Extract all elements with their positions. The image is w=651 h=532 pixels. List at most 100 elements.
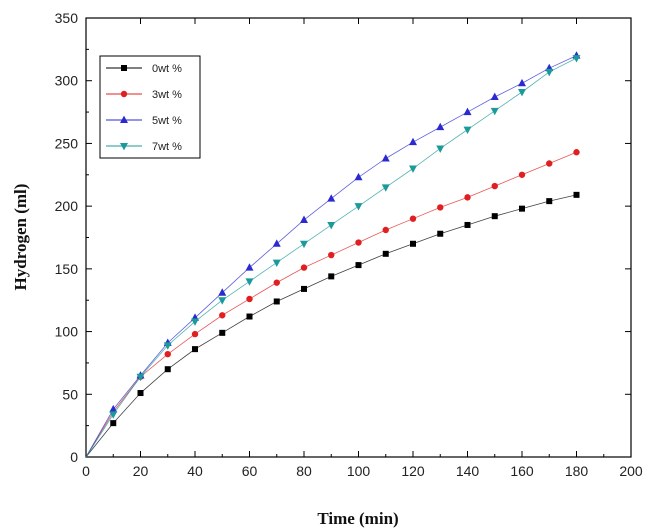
data-point [382,250,389,257]
data-point [573,149,580,156]
data-point [300,264,308,271]
data-point [192,346,198,353]
y-tick-label: 50 [62,386,78,402]
data-point [136,373,145,382]
data-point [355,262,362,269]
data-point [491,213,498,220]
y-tick-label: 250 [55,135,79,151]
data-point [219,312,226,319]
data-point [246,295,253,303]
data-point [245,278,254,286]
x-tick-label: 0 [82,463,90,479]
data-point [219,329,226,336]
y-tick-label: 100 [55,324,79,340]
data-point [191,330,199,338]
legend-marker [121,65,127,71]
data-point [110,420,117,427]
y-tick-label: 0 [70,449,78,465]
series-1 [85,191,580,458]
data-point [409,137,417,146]
legend-marker [120,90,128,98]
data-point [381,154,390,162]
y-tick-label: 300 [55,73,79,89]
data-point [464,194,471,201]
data-point [300,215,308,223]
legend-label: 3wt % [152,89,182,101]
data-point [273,298,280,305]
legend-marker [120,115,128,123]
data-point [109,411,118,419]
x-axis-ticks: 0 20 40 60 80 100 120 140 160 180 200 [82,18,643,479]
data-point [436,145,445,153]
data-point [191,318,199,326]
data-point [327,194,336,202]
data-point [272,239,281,247]
data-point [354,203,363,211]
x-tick-label: 120 [401,463,425,479]
y-tick-label: 150 [55,261,79,277]
data-point [518,89,526,97]
data-point [545,68,554,77]
legend-label: 0wt % [152,63,182,75]
data-point [109,404,118,413]
x-tick-label: 140 [456,463,480,479]
data-point [409,215,417,222]
data-point [382,226,389,234]
data-point [328,251,335,259]
data-point [272,259,281,267]
legend: 0wt % 3wt % 5wt % 7wt % [99,55,201,159]
data-point [300,240,308,249]
x-tick-label: 160 [510,463,534,479]
legend-box [99,55,201,159]
x-tick-label: 200 [619,463,643,479]
data-point [218,297,227,305]
data-point [490,107,499,116]
data-point [464,221,471,228]
data-point [410,240,416,247]
data-point [437,230,444,237]
data-point [381,184,390,192]
data-point [491,182,498,190]
data-point [354,172,363,181]
data-point [245,263,254,271]
y-tick-label: 200 [55,198,79,214]
data-point [572,55,581,63]
data-point [164,366,171,373]
data-point [463,126,472,135]
data-point [546,198,553,205]
data-point [301,285,307,292]
data-point [409,165,417,173]
data-point [355,239,362,246]
data-point [546,160,553,167]
data-point [490,92,499,101]
data-point [163,342,172,350]
x-tick-label: 20 [133,463,149,479]
series-layer [85,51,581,458]
data-point [463,107,472,116]
y-axis-ticks: 0 50 100 150 200 250 300 350 [55,10,631,465]
data-point [437,204,444,211]
data-point [327,221,336,230]
series-4 [85,55,581,458]
y-axis-label: Hydrogen (ml) [11,184,30,291]
x-tick-label: 60 [242,463,258,479]
x-tick-label: 100 [347,463,371,479]
data-point [519,205,525,212]
data-point [164,350,171,358]
data-point [273,279,280,286]
data-point [518,171,526,178]
x-tick-label: 180 [565,463,589,479]
data-point [328,273,335,280]
data-point [246,313,253,320]
data-point [436,122,445,131]
data-point [518,78,526,87]
legend-label: 7wt % [152,141,182,153]
x-tick-label: 80 [296,463,312,479]
legend-marker [120,143,128,151]
data-point [218,288,227,296]
legend-label: 5wt % [152,115,182,127]
data-point [573,191,580,198]
y-tick-label: 350 [55,10,79,26]
